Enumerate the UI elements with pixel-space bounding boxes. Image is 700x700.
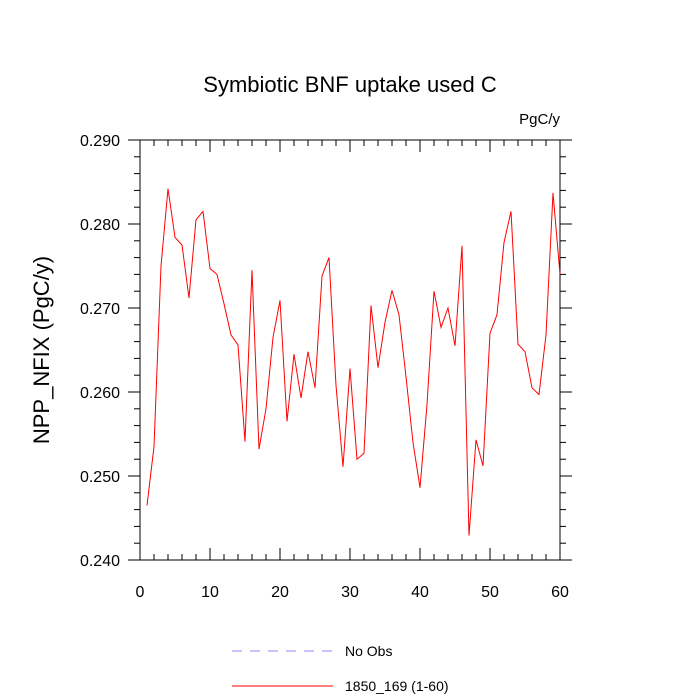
- x-tick-label: 60: [551, 584, 569, 601]
- series-line-1: [146, 188, 561, 536]
- x-tick-label: 10: [201, 584, 219, 601]
- y-tick-label: 0.240: [80, 553, 120, 570]
- series-layer: [146, 188, 561, 536]
- legend-label: No Obs: [345, 643, 392, 659]
- tick-labels: 0 10 20 30 40 50 60 0.240 0.250 0.260 0.270 0.280 0.…: [80, 133, 569, 601]
- units-label: PgC/y: [519, 111, 560, 128]
- plot-frame: [139, 139, 561, 561]
- y-tick-label: 0.260: [80, 385, 120, 402]
- x-tick-label: 0: [136, 584, 145, 601]
- y-tick-label: 0.270: [80, 301, 120, 318]
- legend-label: 1850_169 (1-60): [345, 678, 449, 694]
- y-axis-label: NPP_NFIX (PgC/y): [29, 256, 54, 444]
- y-tick-label: 0.250: [80, 469, 120, 486]
- axis-ticks: [128, 139, 572, 561]
- legend: No Obs 1850_169 (1-60): [232, 643, 449, 694]
- chart-title: Symbiotic BNF uptake used C: [203, 72, 497, 97]
- x-tick-label: 30: [341, 584, 359, 601]
- y-tick-label: 0.290: [80, 133, 120, 150]
- y-tick-label: 0.280: [80, 217, 120, 234]
- x-tick-label: 20: [271, 584, 289, 601]
- x-tick-label: 50: [481, 584, 499, 601]
- x-tick-label: 40: [411, 584, 429, 601]
